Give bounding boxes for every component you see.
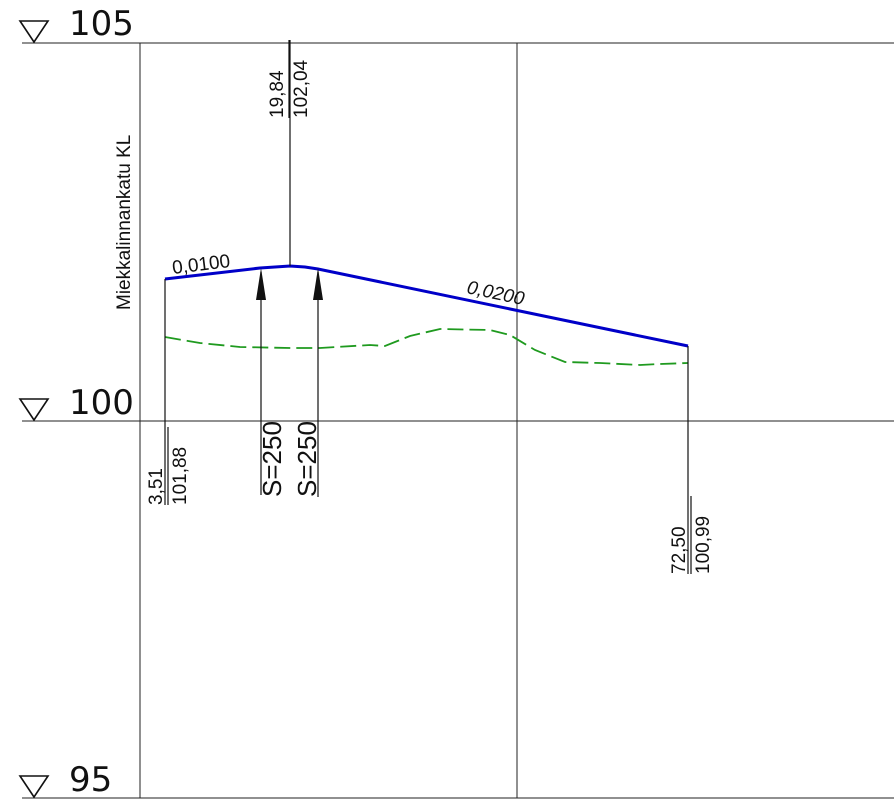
point-elevation-label: 100,99 [693, 516, 714, 574]
point-station-label: 3,51 [146, 468, 167, 505]
elevation-ref-105: 105 [18, 4, 134, 44]
elevation-ref-label: 105 [69, 4, 134, 44]
curve-label: S=250 [257, 421, 287, 497]
elevation-ref-label: 100 [69, 383, 134, 423]
triangle-marker-icon [18, 20, 50, 44]
existing-ground-line [164, 328, 689, 366]
arrow-up-icon [256, 268, 266, 300]
curve-label: S=250 [292, 421, 322, 497]
triangle-marker-icon [18, 775, 50, 799]
profile-point-3: 72,50 100,99 [669, 346, 714, 574]
vertical-curve-marker-1: S=250 [256, 268, 287, 497]
profile-point-2: 19,84 102,04 [267, 40, 312, 266]
elevation-ref-100: 100 [18, 383, 134, 423]
triangle-marker-icon [18, 398, 50, 422]
point-station-label: 19,84 [267, 70, 288, 118]
vertical-curve-marker-2: S=250 [292, 268, 323, 497]
elevation-ref-95: 95 [18, 760, 112, 800]
profile-point-1: 3,51 101,88 [146, 279, 191, 505]
point-elevation-label: 102,04 [291, 59, 312, 118]
design-grade-line [164, 264, 689, 348]
slope-label-1: 0,0100 [171, 251, 231, 279]
arrow-up-icon [313, 268, 323, 300]
point-station-label: 72,50 [669, 526, 690, 574]
grid [22, 42, 894, 799]
point-elevation-label: 101,88 [170, 447, 191, 505]
elevation-ref-label: 95 [69, 760, 112, 800]
street-name-label: Miekkalinnankatu KL [114, 135, 135, 310]
